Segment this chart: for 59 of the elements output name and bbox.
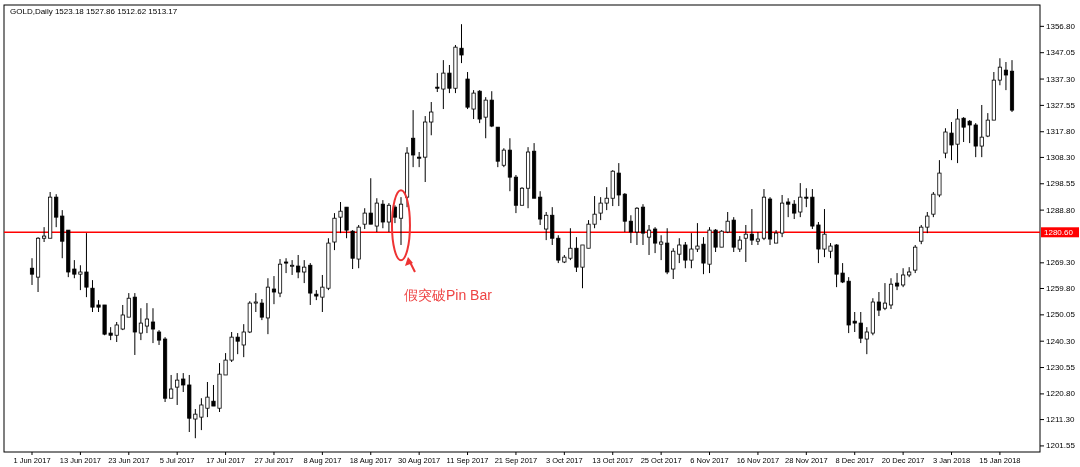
- candlestick: [895, 272, 900, 291]
- candlestick: [997, 57, 1002, 86]
- y-tick-label: 1220.80: [1046, 389, 1076, 399]
- candlestick: [538, 190, 543, 226]
- candlestick: [284, 257, 289, 274]
- candlestick: [786, 197, 791, 218]
- candlestick: [374, 197, 379, 233]
- candlestick: [501, 147, 506, 168]
- y-tick-label: 1337.30: [1046, 74, 1076, 84]
- candlestick: [985, 112, 990, 138]
- y-tick-label: 1327.55: [1046, 100, 1076, 110]
- candlestick: [659, 234, 664, 261]
- candlestick: [169, 374, 174, 399]
- y-tick-label: 1240.30: [1046, 336, 1076, 346]
- candlestick: [29, 257, 35, 286]
- candlestick: [646, 224, 652, 256]
- y-tick-label: 1259.80: [1046, 284, 1076, 293]
- annotation: 假突破Pin Bar: [403, 287, 493, 303]
- candlestick: [271, 275, 277, 305]
- candlestick: [628, 214, 633, 244]
- y-tick-label: 1269.30: [1046, 258, 1076, 268]
- candlestick: [749, 208, 754, 246]
- y-tick-label: 1250.05: [1046, 310, 1076, 320]
- candlestick: [380, 199, 385, 229]
- candlestick: [138, 307, 143, 341]
- candlestick: [1003, 61, 1009, 91]
- candlestick: [519, 186, 525, 206]
- y-tick-label: 1211.30: [1046, 415, 1075, 425]
- ref-line-label: 1280.60: [1044, 227, 1074, 237]
- candlestick: [876, 291, 881, 317]
- y-tick-label: 1317.80: [1046, 127, 1076, 137]
- candlestick: [150, 307, 156, 344]
- y-tick-label: 1230.55: [1046, 363, 1076, 373]
- y-tick-label: 1347.05: [1046, 48, 1076, 58]
- candlestick: [901, 267, 906, 288]
- candlestick: [42, 226, 47, 243]
- candlestick: [634, 206, 639, 246]
- y-tick-label: 1201.55: [1046, 441, 1076, 451]
- y-tick-label: 1308.30: [1046, 152, 1076, 162]
- candlestick: [755, 231, 760, 246]
- candlestick: [888, 277, 894, 310]
- candlestick: [175, 372, 180, 406]
- candlestick: [653, 226, 658, 254]
- candlestick: [290, 259, 295, 276]
- candlestick: [913, 244, 918, 274]
- candlestick: [864, 326, 869, 355]
- candlestick: [743, 224, 748, 263]
- y-tick-label: 1288.80: [1046, 205, 1076, 215]
- candlestick: [398, 196, 404, 246]
- candlestick: [144, 302, 149, 334]
- y-tick-label: 1298.55: [1046, 179, 1076, 189]
- candlestick: [253, 292, 258, 313]
- candlestick: [882, 282, 888, 311]
- y-tick-label: 1356.80: [1046, 21, 1076, 31]
- candlestick: [296, 254, 301, 279]
- chart-title: GOLD,Daily 1523.18 1527.86 1512.62 1513.17: [10, 7, 178, 16]
- candlestick: [386, 202, 391, 233]
- candlestick: [411, 109, 416, 168]
- candlestick: [259, 298, 264, 321]
